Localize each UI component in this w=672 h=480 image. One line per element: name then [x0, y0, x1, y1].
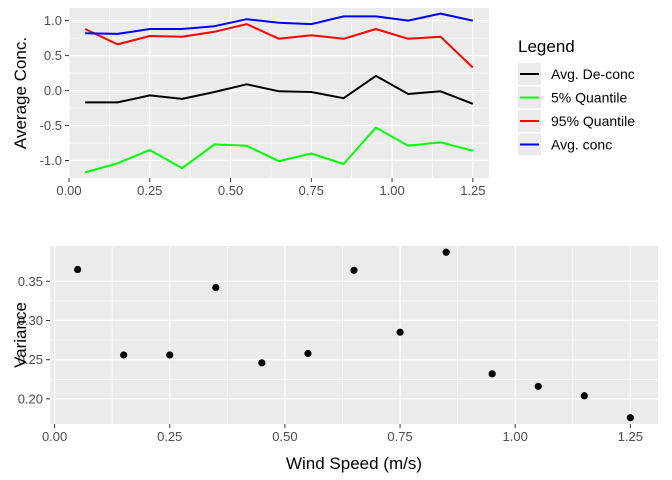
y-tick-label: 0.35 — [18, 274, 43, 289]
scatter-point — [580, 392, 588, 400]
legend-label: Avg. De-conc — [551, 66, 635, 82]
scatter-point — [350, 266, 358, 274]
y-tick-label: 1.0 — [44, 13, 62, 28]
series-line-avg-conc — [85, 12, 474, 35]
x-tick-label: 0.25 — [137, 183, 162, 198]
bottom-scatter-chart: 0.00 0.25 0.50 0.75 1.00 1.25 0.35 0.30 0.25 0.2… — [11, 246, 658, 473]
x-tick-label: 0.00 — [56, 183, 81, 198]
top-x-tick-labels: 0.00 0.25 0.50 0.75 1.00 1.25 — [56, 178, 486, 198]
bottom-scatter-points — [74, 248, 634, 422]
bottom-x-axis-title: Wind Speed (m/s) — [286, 454, 422, 473]
scatter-point — [442, 248, 450, 256]
x-tick-label: 1.25 — [460, 183, 485, 198]
scatter-point — [212, 283, 220, 292]
top-line-chart: 0.00 0.25 0.50 0.75 1.00 1.25 1.0 0.5 0.0 -0.5 -1… — [11, 8, 489, 198]
y-tick-label: 0.30 — [18, 313, 43, 328]
scatter-point — [626, 414, 634, 422]
y-tick-label: 0.25 — [18, 352, 43, 367]
scatter-point — [534, 382, 542, 390]
scatter-point — [120, 351, 128, 359]
series-line-avg-de-conc — [85, 74, 474, 105]
legend-title: Legend — [518, 37, 575, 56]
scatter-point — [396, 328, 404, 336]
x-tick-label: 0.75 — [387, 429, 412, 444]
scatter-point — [488, 370, 496, 378]
legend-label: Avg. conc — [551, 137, 612, 153]
top-y-axis-title: Average Conc. — [11, 37, 30, 149]
x-tick-label: 0.75 — [299, 183, 324, 198]
x-tick-label: 0.50 — [272, 429, 297, 444]
y-tick-label: -0.5 — [40, 118, 62, 133]
scatter-point — [166, 351, 174, 359]
y-tick-label: 0.5 — [44, 48, 62, 63]
x-tick-label: 1.25 — [618, 429, 643, 444]
series-line-5-quantile — [84, 126, 474, 174]
x-tick-label: 1.00 — [503, 429, 528, 444]
x-tick-label: 1.00 — [379, 183, 404, 198]
scatter-point — [304, 349, 312, 358]
bottom-y-axis-title: Variance — [11, 302, 30, 368]
y-tick-label: 0.20 — [18, 391, 43, 406]
legend-label: 5% Quantile — [551, 90, 627, 106]
bottom-x-tick-labels: 0.00 0.25 0.50 0.75 1.00 1.25 — [42, 424, 643, 444]
legend: Legend Avg. De-conc 5% Quantile 95% Quanti… — [518, 37, 635, 156]
y-tick-label: -1.0 — [40, 153, 62, 168]
top-y-tick-labels: 1.0 0.5 0.0 -0.5 -1.0 — [40, 13, 69, 168]
bottom-gridlines — [50, 246, 658, 424]
legend-items: Avg. De-conc 5% Quantile 95% Quantile Avg. … — [518, 63, 635, 156]
bottom-plot-panel — [50, 246, 658, 424]
legend-label: 95% Quantile — [551, 113, 635, 129]
series-line-95-quantile — [84, 23, 474, 69]
x-tick-label: 0.50 — [218, 183, 243, 198]
top-series-lines — [84, 12, 474, 174]
y-tick-label: 0.0 — [44, 83, 62, 98]
x-tick-label: 0.00 — [42, 429, 67, 444]
bottom-y-tick-labels: 0.35 0.30 0.25 0.20 — [18, 274, 50, 406]
x-tick-label: 0.25 — [157, 429, 182, 444]
scatter-point — [258, 359, 266, 367]
scatter-point — [74, 265, 82, 274]
